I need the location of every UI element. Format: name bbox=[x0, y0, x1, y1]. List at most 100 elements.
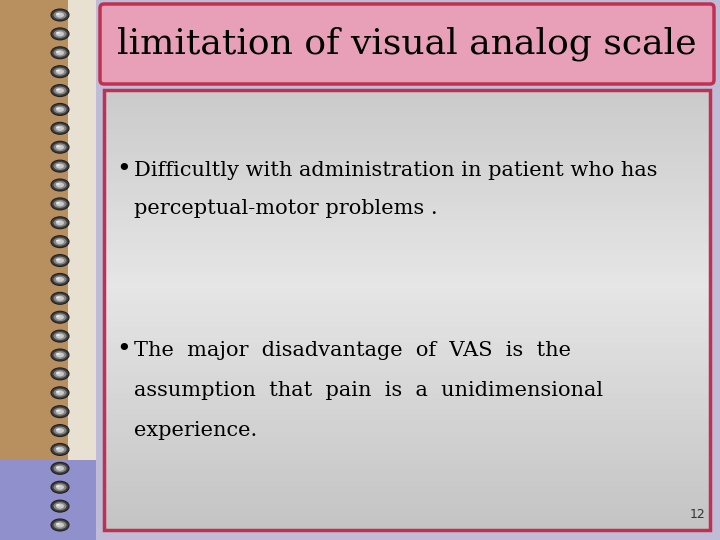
Bar bbox=[0, 489, 720, 490]
Bar bbox=[0, 218, 720, 219]
Bar bbox=[0, 217, 720, 218]
Bar bbox=[0, 164, 720, 165]
Ellipse shape bbox=[51, 500, 69, 512]
Bar bbox=[0, 221, 720, 222]
Bar bbox=[0, 78, 720, 79]
Bar bbox=[0, 27, 720, 28]
Bar bbox=[0, 343, 720, 344]
Bar bbox=[0, 470, 720, 471]
Bar bbox=[0, 492, 720, 493]
Ellipse shape bbox=[56, 13, 60, 15]
Bar bbox=[0, 68, 720, 69]
Ellipse shape bbox=[56, 391, 60, 393]
Bar bbox=[0, 460, 96, 540]
Bar bbox=[0, 537, 720, 538]
Bar bbox=[0, 462, 720, 463]
Bar bbox=[0, 341, 720, 342]
Ellipse shape bbox=[51, 519, 69, 531]
Ellipse shape bbox=[51, 66, 69, 78]
Bar bbox=[0, 352, 720, 353]
Bar bbox=[0, 46, 720, 47]
Bar bbox=[0, 347, 720, 348]
Bar bbox=[0, 367, 720, 368]
Bar bbox=[0, 498, 720, 499]
Bar bbox=[0, 97, 720, 98]
Bar bbox=[0, 469, 720, 470]
Bar bbox=[0, 515, 720, 516]
Bar bbox=[0, 250, 720, 251]
Bar bbox=[0, 411, 720, 412]
Bar bbox=[0, 0, 68, 540]
Bar bbox=[0, 205, 720, 206]
Bar bbox=[0, 40, 720, 41]
Bar bbox=[0, 52, 720, 53]
Bar bbox=[0, 219, 720, 220]
Ellipse shape bbox=[56, 164, 60, 166]
Bar bbox=[0, 524, 720, 525]
Bar bbox=[0, 85, 720, 86]
Bar bbox=[0, 407, 720, 408]
Ellipse shape bbox=[56, 485, 64, 490]
Bar bbox=[0, 259, 720, 260]
Bar bbox=[0, 344, 720, 345]
Bar bbox=[0, 445, 720, 446]
Ellipse shape bbox=[56, 145, 64, 150]
Ellipse shape bbox=[56, 183, 64, 187]
Bar bbox=[104, 249, 710, 255]
Bar bbox=[0, 328, 720, 329]
Bar bbox=[104, 244, 710, 249]
Bar bbox=[0, 385, 720, 386]
Bar bbox=[0, 33, 720, 34]
Bar bbox=[0, 418, 720, 419]
Bar bbox=[0, 529, 720, 530]
Bar bbox=[0, 89, 720, 90]
Bar bbox=[0, 47, 720, 48]
Bar bbox=[0, 348, 720, 349]
Bar bbox=[104, 128, 710, 134]
Bar bbox=[0, 83, 720, 84]
Bar bbox=[0, 246, 720, 247]
Bar bbox=[0, 53, 720, 54]
Bar bbox=[104, 420, 710, 426]
Bar bbox=[0, 391, 720, 392]
Bar bbox=[0, 472, 720, 473]
Ellipse shape bbox=[53, 446, 66, 454]
Bar bbox=[0, 446, 720, 447]
Bar bbox=[104, 364, 710, 370]
Bar bbox=[0, 233, 720, 234]
Bar bbox=[0, 107, 720, 108]
Bar bbox=[0, 361, 720, 362]
Bar bbox=[0, 313, 720, 314]
Ellipse shape bbox=[51, 9, 69, 21]
Bar bbox=[0, 272, 720, 273]
Bar bbox=[104, 271, 710, 277]
Bar bbox=[0, 402, 720, 403]
Bar bbox=[0, 330, 720, 331]
Bar bbox=[0, 50, 720, 51]
Bar bbox=[0, 336, 720, 337]
Bar bbox=[0, 413, 720, 414]
Bar bbox=[0, 440, 720, 441]
Bar bbox=[0, 144, 720, 145]
Bar bbox=[0, 99, 720, 100]
Bar bbox=[0, 169, 720, 170]
Bar bbox=[0, 480, 720, 481]
Bar bbox=[0, 135, 720, 136]
Bar bbox=[0, 471, 720, 472]
Bar bbox=[0, 51, 720, 52]
Bar bbox=[0, 65, 720, 66]
Bar bbox=[104, 205, 710, 211]
Bar bbox=[0, 502, 720, 503]
Bar bbox=[0, 247, 720, 248]
Bar bbox=[0, 252, 720, 253]
Bar bbox=[0, 482, 720, 483]
Bar bbox=[0, 364, 720, 365]
Bar bbox=[104, 342, 710, 348]
Ellipse shape bbox=[56, 69, 64, 74]
Bar bbox=[0, 67, 720, 68]
Bar bbox=[0, 419, 720, 420]
Ellipse shape bbox=[56, 221, 60, 223]
Bar bbox=[104, 491, 710, 497]
Ellipse shape bbox=[53, 124, 66, 132]
Bar bbox=[0, 84, 720, 85]
